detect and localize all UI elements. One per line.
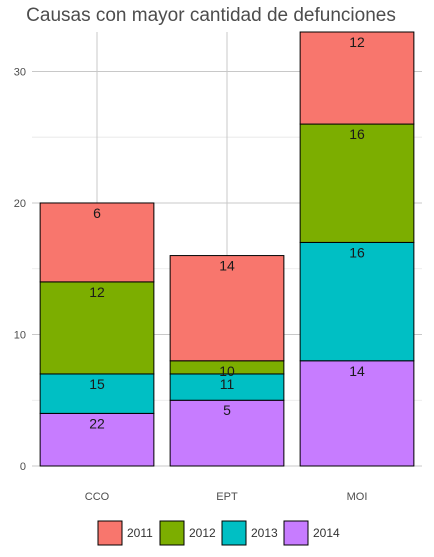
bar-label-moi-2011: 12 (349, 34, 365, 50)
bar-label-ept-2014: 5 (223, 402, 231, 418)
bars (39, 31, 415, 467)
bar-segment-cco-2011 (39, 202, 155, 283)
bar-label-ept-2011: 14 (219, 258, 235, 274)
bar-segment-moi-2011 (299, 31, 415, 125)
bar-segment-moi-2013 (299, 241, 415, 362)
bar-label-ept-2012: 10 (219, 363, 235, 379)
y-tick-label: 0 (20, 461, 26, 473)
bar-label-moi-2013: 16 (349, 244, 365, 260)
bar-label-cco-2011: 6 (93, 205, 101, 221)
bar-label-moi-2012: 16 (349, 126, 365, 142)
bar-segment-ept-2011 (169, 255, 285, 362)
bar-label-moi-2014: 14 (349, 363, 365, 379)
legend-key-2013 (221, 520, 247, 546)
bar-segment-moi-2014 (299, 360, 415, 467)
y-tick-label: 20 (14, 198, 26, 210)
legend-label-2013: 2013 (251, 526, 278, 540)
y-tick-label: 10 (14, 329, 26, 341)
bar-segment-cco-2012 (39, 281, 155, 375)
bar-label-cco-2014: 22 (89, 415, 105, 431)
x-tick-label-ept: EPT (216, 491, 238, 503)
legend-label-2012: 2012 (189, 526, 216, 540)
y-tick-label: 30 (14, 66, 26, 78)
bar-label-cco-2012: 12 (89, 284, 105, 300)
bar-segment-cco-2013 (39, 373, 155, 414)
y-axis: 0 10 20 30 (14, 66, 26, 473)
legend: 2011 2012 2013 2014 (97, 520, 340, 546)
legend-key-2012 (159, 520, 185, 546)
legend-label-2014: 2014 (313, 526, 340, 540)
bar-label-cco-2013: 15 (89, 376, 105, 392)
bar-segment-ept-2014 (169, 399, 285, 467)
legend-label-2011: 2011 (127, 526, 153, 540)
x-tick-label-cco: CCO (85, 491, 110, 503)
x-tick-label-moi: MOI (347, 491, 368, 503)
legend-key-2011 (97, 520, 123, 546)
x-axis: CCO EPT MOI (85, 491, 368, 503)
bar-segment-ept-2013 (169, 373, 285, 401)
bar-segment-moi-2012 (299, 123, 415, 243)
legend-key-2014 (283, 520, 309, 546)
bar-label-ept-2013: 11 (220, 376, 235, 392)
chart-title: Causas con mayor cantidad de defunciones (26, 5, 396, 26)
